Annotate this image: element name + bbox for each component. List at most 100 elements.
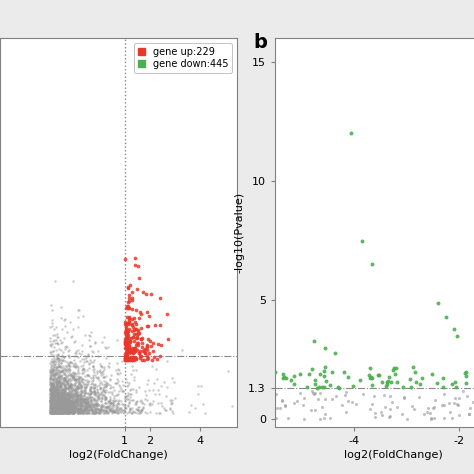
Point (49, 408, 57, 415)
Point (59, 387, 67, 394)
Point (48, 401, 55, 409)
Point (50, 402, 57, 410)
Point (122, 350, 130, 358)
Point (102, 395, 109, 403)
Point (50, 388, 58, 395)
Point (130, 355, 137, 362)
Point (93, 385, 101, 393)
Point (66, 405, 74, 412)
Point (78, 400, 85, 407)
Point (56, 406, 64, 413)
Point (59, 407, 67, 414)
Point (123, 334, 131, 342)
Point (123, 352, 130, 359)
Point (78, 392, 85, 400)
Point (102, 387, 110, 394)
Point (85, 409, 93, 417)
Point (53, 391, 61, 399)
Point (66, 318, 74, 326)
Point (85, 403, 92, 410)
Point (97, 401, 104, 409)
Point (130, 348, 138, 356)
Point (70, 406, 77, 414)
Point (60, 374, 68, 382)
Point (46, 393, 54, 401)
Point (88, 388, 95, 396)
Point (65, 405, 73, 413)
Point (64, 403, 72, 410)
Point (61, 370, 68, 378)
Point (56, 408, 64, 415)
Point (100, 391, 108, 398)
Point (99, 410, 107, 417)
Point (108, 407, 116, 415)
Point (68, 395, 75, 403)
Point (111, 398, 119, 405)
Point (55, 390, 62, 398)
Point (55, 385, 63, 393)
Point (125, 292, 132, 299)
Point (52, 402, 60, 410)
Point (64, 379, 71, 386)
Point (135, 409, 143, 417)
Point (141, 408, 148, 415)
Point (50, 407, 58, 415)
Point (56, 363, 64, 370)
Point (55, 369, 63, 376)
Point (47, 392, 55, 400)
Point (462, 372, 470, 380)
Point (79, 313, 86, 320)
Point (73, 407, 81, 415)
Point (113, 375, 120, 383)
Point (55, 363, 63, 370)
Point (366, 374, 374, 382)
Point (135, 314, 143, 321)
Point (70, 326, 77, 333)
Point (53, 406, 61, 413)
Point (375, 372, 383, 379)
Point (74, 384, 82, 392)
Point (47, 397, 55, 404)
Point (126, 320, 133, 328)
Point (98, 363, 106, 371)
Point (76, 407, 83, 414)
Point (70, 408, 78, 415)
Point (75, 388, 82, 396)
Point (83, 402, 91, 410)
Point (47, 401, 55, 408)
Point (67, 397, 75, 405)
Point (62, 366, 70, 374)
Point (53, 408, 61, 415)
Point (332, 349, 339, 356)
Point (68, 403, 75, 411)
Point (60, 374, 67, 382)
Point (46, 341, 54, 349)
Point (53, 386, 60, 393)
Point (65, 402, 73, 410)
Point (50, 387, 57, 395)
Point (56, 381, 64, 389)
Point (61, 375, 69, 383)
Point (56, 407, 64, 414)
Point (127, 355, 134, 363)
Point (224, 367, 232, 375)
Point (66, 400, 74, 407)
Point (50, 406, 57, 413)
Point (74, 395, 82, 402)
Point (86, 387, 94, 395)
Point (49, 385, 57, 393)
Point (77, 405, 84, 412)
Point (90, 387, 98, 394)
Point (313, 384, 321, 392)
Point (64, 371, 72, 379)
Point (56, 404, 64, 411)
Point (79, 406, 86, 414)
Point (420, 410, 428, 418)
Point (69, 406, 77, 414)
Point (197, 383, 205, 390)
Point (81, 394, 88, 401)
Point (54, 401, 61, 409)
Point (59, 398, 66, 405)
Point (311, 377, 319, 384)
Point (53, 381, 60, 388)
